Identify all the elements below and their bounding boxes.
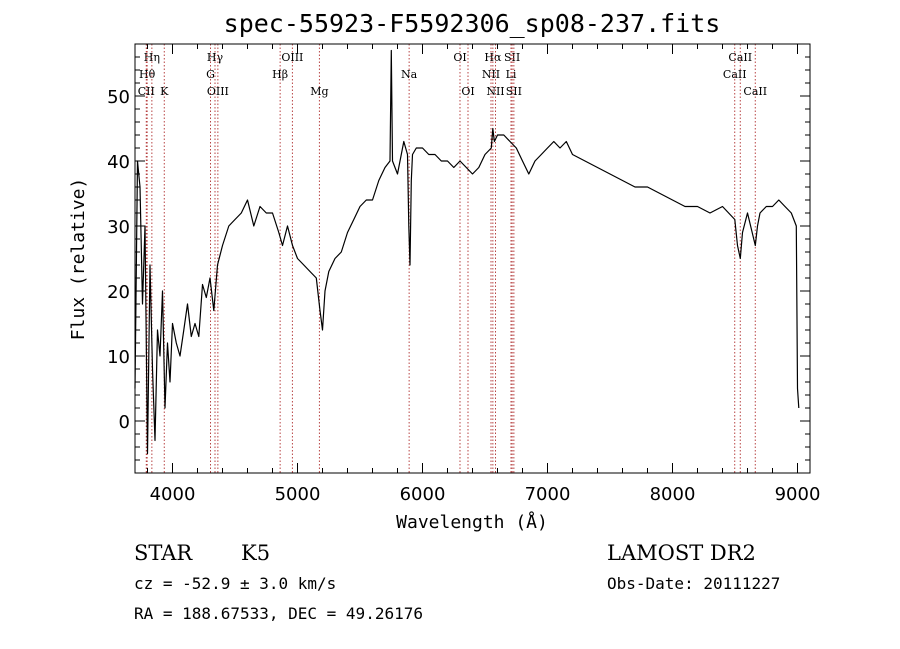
line-marker-label: Hα — [484, 51, 502, 64]
line-marker-label: Hθ — [139, 68, 156, 81]
y-tick-label: 20 — [107, 282, 130, 303]
line-marker-label: NII — [486, 85, 504, 98]
line-marker-label: OI — [453, 51, 466, 64]
line-marker-label: Li — [506, 68, 517, 81]
line-marker-label: Mg — [310, 85, 328, 98]
line-marker-label: OIII — [281, 51, 303, 64]
line-marker-label: Na — [401, 68, 418, 81]
object-class: STAR — [134, 541, 193, 565]
y-tick-label: 50 — [107, 87, 130, 108]
y-tick-label: 0 — [119, 412, 130, 433]
x-tick-label: 7000 — [525, 484, 571, 505]
line-marker-label: NII — [482, 68, 500, 81]
x-tick-label: 9000 — [775, 484, 821, 505]
y-tick-label: 30 — [107, 217, 130, 238]
plot-frame — [134, 43, 811, 474]
line-marker-label: SII — [506, 85, 522, 98]
object-subclass: K5 — [241, 541, 270, 565]
chart-title: spec-55923-F5592306_sp08-237.fits — [224, 9, 721, 38]
plot-axes: 4000 5000 6000 7000 8000 9000 0 10 20 30 40 50 — [107, 43, 821, 505]
x-tick-label: 6000 — [400, 484, 446, 505]
y-tick-label: 10 — [107, 347, 130, 368]
line-marker-label: Hη — [144, 51, 160, 64]
x-tick-label: 8000 — [650, 484, 696, 505]
line-marker-label: G — [206, 68, 215, 81]
line-marker-label: CaII — [728, 51, 752, 64]
x-tick-label: 4000 — [150, 484, 196, 505]
line-marker-label: SII — [504, 51, 520, 64]
line-marker-label: CaII — [743, 85, 767, 98]
x-axis-label: Wavelength (Å) — [396, 511, 548, 533]
redshift-cz: cz = -52.9 ± 3.0 km/s — [134, 574, 336, 593]
observation-date: Obs-Date: 20111227 — [607, 574, 780, 593]
coordinates: RA = 188.67533, DEC = 49.26176 — [134, 604, 423, 623]
line-marker-label: CII — [138, 85, 155, 98]
line-marker-label: Hβ — [272, 68, 288, 81]
spectrum-line — [134, 49, 800, 455]
line-marker-label: OIII — [207, 85, 229, 98]
y-axis-label: Flux (relative) — [68, 178, 89, 341]
line-marker-label: OI — [461, 85, 474, 98]
line-marker-label: Hγ — [207, 51, 224, 64]
survey-name: LAMOST DR2 — [607, 541, 756, 565]
spectrum-series — [134, 49, 800, 455]
line-marker-label: K — [160, 85, 169, 98]
y-tick-label: 40 — [107, 152, 130, 173]
line-marker-label: CaII — [723, 68, 747, 81]
x-tick-label: 5000 — [275, 484, 321, 505]
